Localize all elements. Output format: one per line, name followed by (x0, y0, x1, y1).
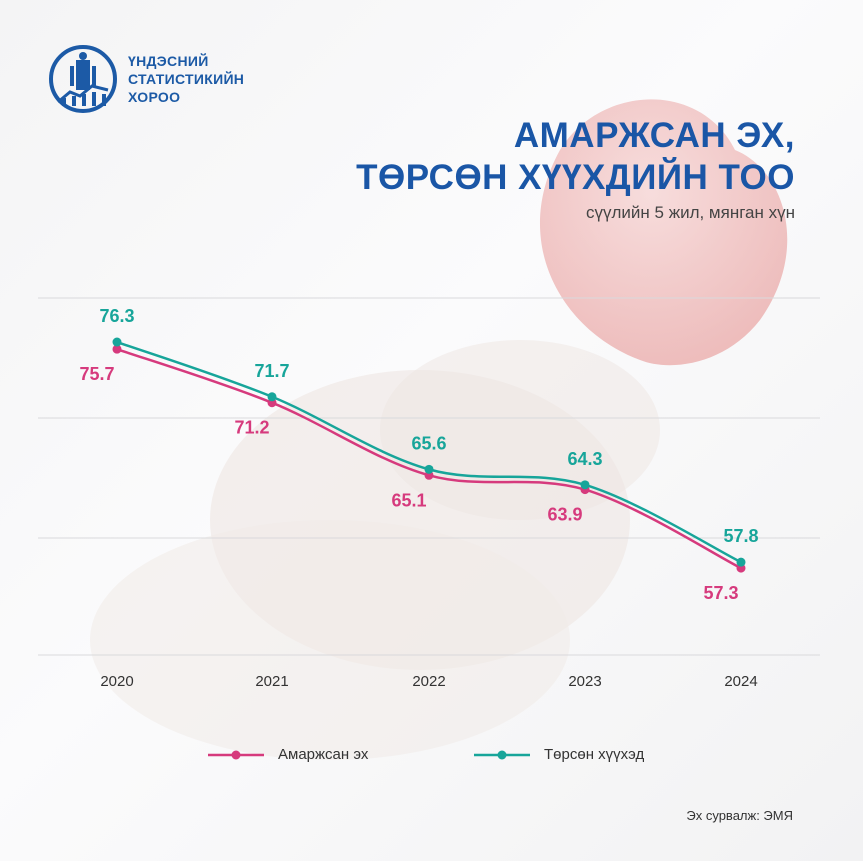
births-value-label-2024: 57.8 (723, 526, 758, 546)
births-value-label-2023: 64.3 (567, 449, 602, 469)
legend-mothers: Амаржсан эх (208, 746, 368, 763)
births-point-2020 (112, 337, 122, 347)
chart-subtitle: сүүлийн 5 жил, мянган хүн (586, 203, 795, 222)
chart-title: АМАРЖСАН ЭХ, ТӨРСӨН ХҮҮХДИЙН ТОО (356, 115, 795, 199)
births-value-label-2022: 65.6 (411, 433, 446, 453)
legend-mothers-marker (208, 750, 264, 759)
legend-births-label: Төрсөн хүүхэд (544, 746, 645, 763)
statistics-emblem-icon (49, 45, 117, 113)
x-tick-label-2022: 2022 (412, 673, 445, 690)
births-value-label-2021: 71.7 (254, 361, 289, 381)
mothers-point-2020 (112, 344, 122, 354)
mothers-value-label-2021: 71.2 (234, 418, 269, 438)
x-tick-label-2024: 2024 (724, 673, 757, 690)
mothers-series-line (116, 347, 742, 570)
births-point-2022 (424, 464, 434, 474)
mothers-value-label-2023: 63.9 (547, 505, 582, 525)
births-value-label-2020: 76.3 (99, 306, 134, 326)
births-point-2023 (580, 480, 590, 490)
logo: ҮНДЭСНИЙ СТАТИСТИКИЙН ХОРОО (48, 44, 244, 114)
x-tick-label-2023: 2023 (568, 673, 601, 690)
legend-mothers-label: Амаржсан эх (278, 746, 369, 763)
title-line-2: ТӨРСӨН ХҮҮХДИЙН ТОО (356, 158, 795, 197)
mothers-value-label-2020: 75.7 (79, 364, 114, 384)
logo-line-1: ҮНДЭСНИЙ (128, 53, 209, 69)
births-point-2021 (267, 392, 277, 402)
legend-births-marker (474, 750, 530, 759)
births-point-2024 (736, 557, 746, 567)
logo-line-3: ХОРОО (128, 89, 181, 105)
x-tick-label-2020: 2020 (100, 673, 133, 690)
logo-name: ҮНДЭСНИЙ СТАТИСТИКИЙН ХОРОО (128, 52, 244, 106)
title-line-1: АМАРЖСАН ЭХ, (513, 116, 795, 155)
legend-births: Төрсөн хүүхэд (474, 746, 644, 763)
logo-line-2: СТАТИСТИКИЙН (128, 71, 245, 87)
mothers-value-label-2022: 65.1 (391, 490, 426, 510)
mothers-value-label-2024: 57.3 (703, 583, 738, 603)
source-note: Эх сурвалж: ЭМЯ (686, 808, 793, 823)
x-tick-label-2021: 2021 (255, 673, 288, 690)
